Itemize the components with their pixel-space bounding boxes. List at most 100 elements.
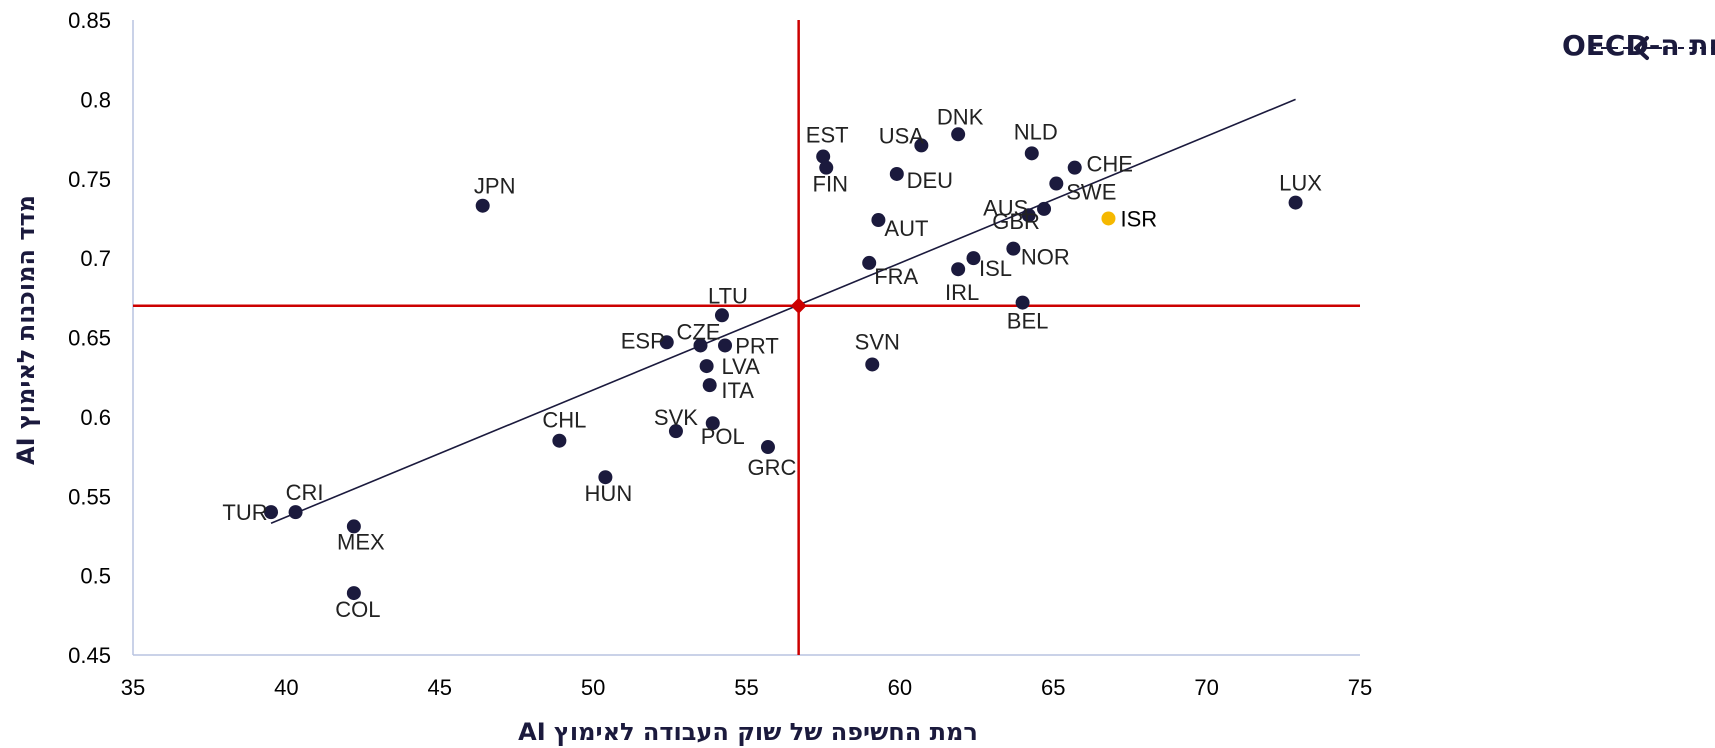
data-point-fin <box>819 160 834 175</box>
data-point-nor <box>1006 241 1021 256</box>
legend: מדינות ה-OECD <box>1562 29 1715 62</box>
x-tick-label: 55 <box>734 675 758 700</box>
point-label-svk: SVK <box>654 405 698 430</box>
data-point-svk <box>668 424 683 439</box>
data-point-isr <box>1101 211 1116 226</box>
data-point-lva <box>699 359 714 374</box>
y-tick-label: 0.6 <box>80 405 111 430</box>
point-label-pol: POL <box>701 424 745 449</box>
x-tick-label: 45 <box>428 675 452 700</box>
data-point-fra <box>862 255 877 270</box>
y-tick-label: 0.55 <box>68 484 111 509</box>
x-tick-label: 40 <box>274 675 298 700</box>
y-axis-title: מדד המוכנות לאימוץ AI <box>12 195 40 465</box>
point-label-fin: FIN <box>813 172 848 197</box>
point-label-isr: ISR <box>1120 206 1157 231</box>
x-tick-label: 50 <box>581 675 605 700</box>
point-label-mex: MEX <box>337 529 385 554</box>
y-tick-label: 0.65 <box>68 326 111 351</box>
point-label-hun: HUN <box>585 481 633 506</box>
point-label-che: CHE <box>1086 152 1132 177</box>
point-label-cze: CZE <box>676 319 720 344</box>
x-axis-title: רמת החשיפה של שוק העבודה לאימוץ AI <box>518 718 978 746</box>
trendline-group <box>270 98 1296 524</box>
data-point-nld <box>1024 146 1039 161</box>
point-label-esp: ESP <box>621 328 665 353</box>
point-label-ita: ITA <box>721 378 754 403</box>
point-label-grc: GRC <box>748 455 797 480</box>
data-point-swe <box>1049 176 1064 191</box>
x-tick-label: 65 <box>1041 675 1065 700</box>
data-point-aus <box>1021 208 1036 223</box>
x-tick-label: 60 <box>888 675 912 700</box>
data-points <box>264 127 1303 601</box>
y-tick-label: 0.45 <box>68 643 111 668</box>
data-point-ita <box>702 378 717 393</box>
point-label-cri: CRI <box>286 480 324 505</box>
point-label-prt: PRT <box>735 333 779 358</box>
data-point-tur <box>264 505 279 520</box>
y-tick-labels: 0.45 0.5 0.55 0.6 0.65 0.7 0.75 0.8 0.85 <box>68 8 111 668</box>
data-point-jpn <box>475 198 490 213</box>
point-label-lux: LUX <box>1279 171 1322 196</box>
point-label-svn: SVN <box>855 329 900 354</box>
y-tick-label: 0.5 <box>80 564 111 589</box>
x-tick-label: 70 <box>1194 675 1218 700</box>
x-tick-label: 75 <box>1348 675 1372 700</box>
point-label-nld: NLD <box>1014 119 1058 144</box>
point-label-usa: USA <box>879 123 925 148</box>
trendline <box>270 98 1296 524</box>
point-label-fra: FRA <box>874 264 918 289</box>
data-point-ltu <box>714 308 729 323</box>
point-label-swe: SWE <box>1066 180 1116 205</box>
point-label-irl: IRL <box>945 280 979 305</box>
point-label-aut: AUT <box>884 216 928 241</box>
x-tick-labels: 35 40 45 50 55 60 65 70 75 <box>121 675 1372 700</box>
data-point-hun <box>598 470 613 485</box>
reference-lines <box>133 20 1360 655</box>
point-label-aus: AUS <box>983 195 1028 220</box>
data-point-dnk <box>951 127 966 142</box>
data-point-che <box>1067 160 1082 175</box>
data-point-usa <box>914 138 929 153</box>
data-point-mex <box>346 519 361 534</box>
data-point-chl <box>552 433 567 448</box>
point-label-col: COL <box>335 597 380 622</box>
point-label-dnk: DNK <box>937 104 984 129</box>
data-point-isl <box>966 251 981 266</box>
data-point-col <box>346 586 361 601</box>
data-point-est <box>816 149 831 164</box>
point-label-bel: BEL <box>1007 309 1049 334</box>
point-label-isl: ISL <box>979 256 1012 281</box>
point-label-gbr: GBR <box>992 209 1040 234</box>
data-point-cze <box>693 338 708 353</box>
point-label-lva: LVA <box>721 354 760 379</box>
data-point-esp <box>659 335 674 350</box>
legend-chevron-icon <box>1634 36 1649 60</box>
x-tick-label: 35 <box>121 675 145 700</box>
point-label-deu: DEU <box>907 168 953 193</box>
data-point-aut <box>871 213 886 228</box>
data-point-gbr <box>1037 201 1052 216</box>
point-label-est: EST <box>806 123 849 148</box>
data-point-grc <box>760 440 775 455</box>
point-label-nor: NOR <box>1021 245 1070 270</box>
data-point-lux <box>1288 195 1303 210</box>
y-tick-label: 0.85 <box>68 8 111 33</box>
point-label-chl: CHL <box>542 408 586 433</box>
data-point-deu <box>889 166 904 181</box>
axes <box>132 20 1360 656</box>
data-point-irl <box>951 262 966 277</box>
point-label-jpn: JPN <box>474 174 516 199</box>
y-tick-label: 0.75 <box>68 167 111 192</box>
y-tick-label: 0.7 <box>80 246 111 271</box>
data-point-cri <box>288 505 303 520</box>
data-point-svn <box>865 357 880 372</box>
data-point-bel <box>1015 295 1030 310</box>
point-label-ltu: LTU <box>708 283 748 308</box>
reference-point-marker <box>790 297 807 314</box>
data-point-prt <box>718 338 733 353</box>
point-label-tur: TUR <box>222 500 267 525</box>
